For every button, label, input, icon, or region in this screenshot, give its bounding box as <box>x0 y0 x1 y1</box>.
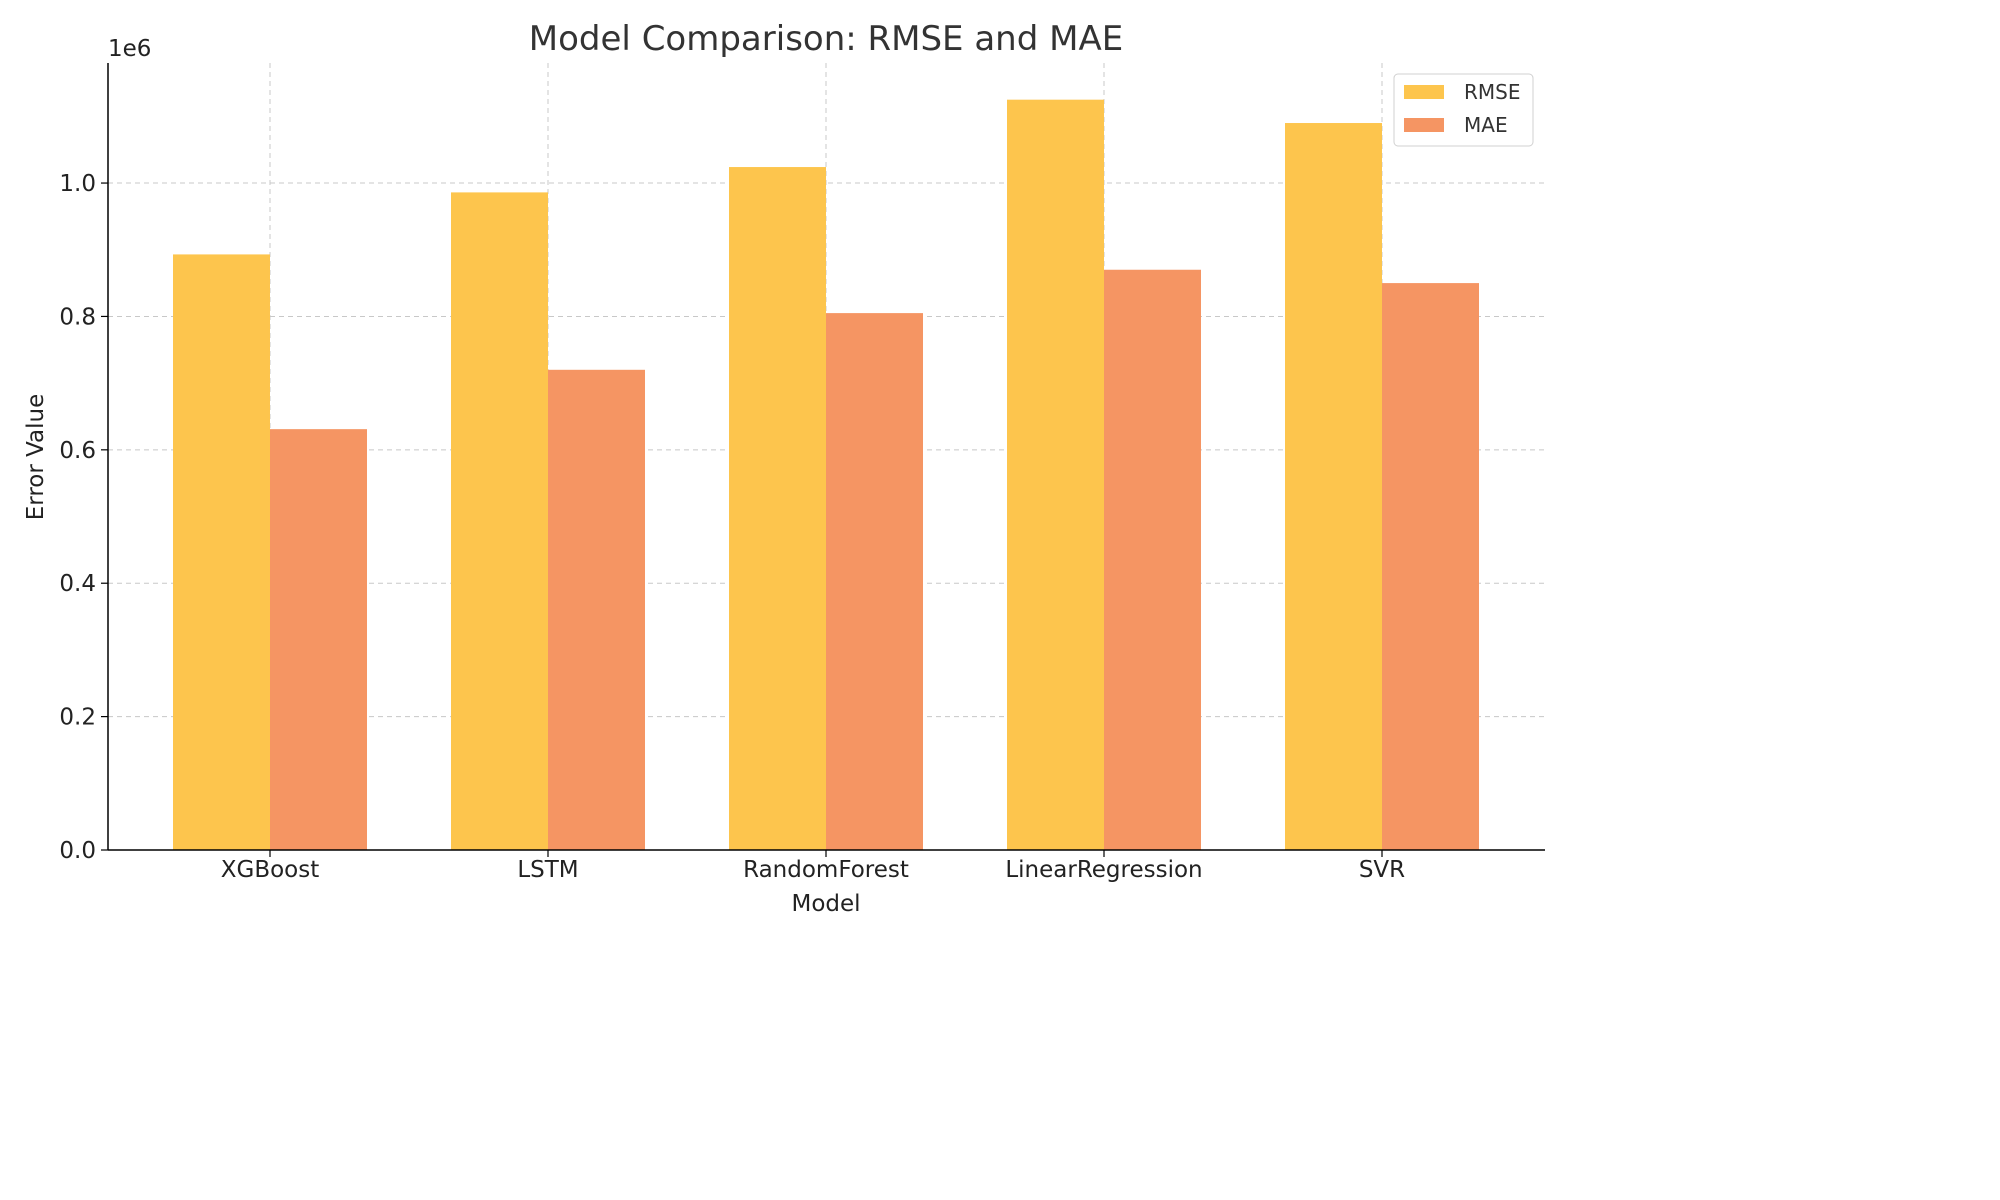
x-tick-label: XGBoost <box>221 857 320 883</box>
y-tick-label: 0.0 <box>59 838 96 864</box>
x-tick-label: LinearRegression <box>1005 857 1202 883</box>
legend-swatch-mae <box>1404 118 1444 132</box>
chart-container: 0.0 0.2 0.4 0.6 0.8 1.0 XGBoost LSTM RandomFores… <box>23 19 1545 917</box>
legend: RMSE MAE <box>1393 73 1534 147</box>
y-tick-label: 0.8 <box>59 304 96 330</box>
bar-rmse-randomforest <box>729 167 826 850</box>
bar-rmse-linearregression <box>1007 99 1104 851</box>
y-axis-title: Error Value <box>23 394 49 521</box>
x-tick-label: LSTM <box>517 857 578 883</box>
chart-title: Model Comparison: RMSE and MAE <box>529 19 1123 59</box>
bar-rmse-xgboost <box>173 254 270 850</box>
legend-label-mae: MAE <box>1464 113 1508 137</box>
y-tick-label: 0.6 <box>59 438 96 464</box>
x-tick-label: RandomForest <box>743 857 909 883</box>
y-offset-label: 1e6 <box>108 36 151 62</box>
bar-mae-xgboost <box>270 429 367 850</box>
y-tick-label: 0.4 <box>59 571 96 597</box>
x-tick-label: SVR <box>1359 857 1405 883</box>
bar-mae-linearregression <box>1104 269 1201 850</box>
bar-chart: 0.0 0.2 0.4 0.6 0.8 1.0 XGBoost LSTM RandomFores… <box>23 19 1545 917</box>
bar-rmse-svr <box>1285 123 1382 851</box>
x-axis-title: Model <box>791 891 860 917</box>
bar-mae-lstm <box>548 369 645 850</box>
bar-mae-randomforest <box>826 313 923 850</box>
bar-rmse-lstm <box>451 192 548 851</box>
axes: 0.0 0.2 0.4 0.6 0.8 1.0 XGBoost LSTM RandomFores… <box>59 63 1545 883</box>
legend-swatch-rmse <box>1404 85 1444 99</box>
y-tick-label: 1.0 <box>59 171 96 197</box>
legend-label-rmse: RMSE <box>1464 80 1520 104</box>
bars <box>173 99 1479 851</box>
y-tick-label: 0.2 <box>59 705 96 731</box>
bar-mae-svr <box>1382 283 1479 850</box>
